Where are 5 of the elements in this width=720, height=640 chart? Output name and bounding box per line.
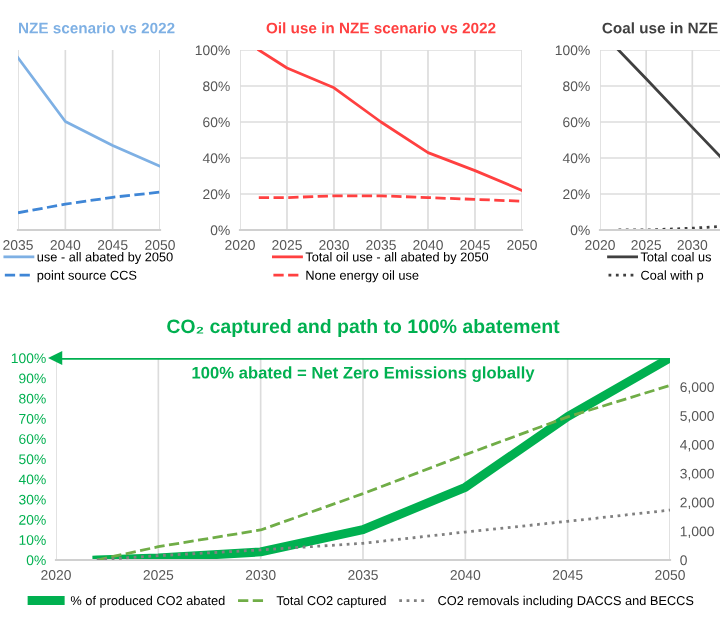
line-series xyxy=(95,508,670,560)
line-series xyxy=(617,50,720,158)
chart-title: CO₂ captured and path to 100% abatement xyxy=(167,318,560,338)
line-series xyxy=(257,50,522,192)
ref-line-label: 100% abated = Net Zero Emissions globally xyxy=(192,366,535,382)
